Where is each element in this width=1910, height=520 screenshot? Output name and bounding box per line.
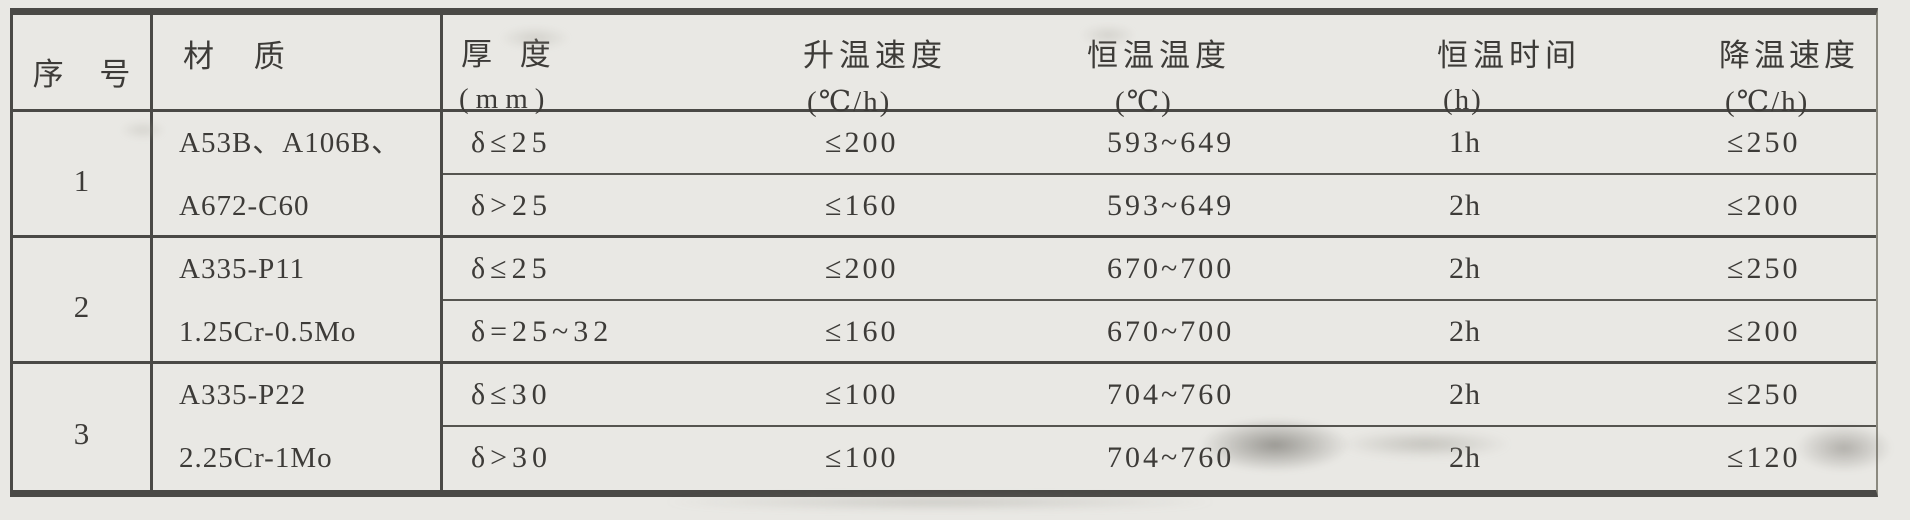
thickness-cell: δ≤25 xyxy=(443,112,773,175)
header-holding-time-unit: (h) xyxy=(1443,84,1483,116)
cooling-rate-cell: ≤250 xyxy=(1713,364,1876,427)
heating-rate-cell: ≤160 xyxy=(773,175,1073,238)
holding-temp-cell: 704~760 xyxy=(1107,441,1235,474)
cooling-rate-cell: ≤120 xyxy=(1727,441,1801,474)
material-cell: A335-P11 1.25Cr-0.5Mo xyxy=(153,238,443,364)
material-line2: 1.25Cr-0.5Mo xyxy=(179,316,357,348)
serial-cell: 3 xyxy=(13,364,153,490)
cooling-rate-cell: ≤250 xyxy=(1713,238,1876,301)
serial-cell: 2 xyxy=(13,238,153,364)
holding-time-cell: 2h xyxy=(1403,364,1713,427)
holding-temp-cell: 670~700 xyxy=(1073,301,1403,364)
header-cooling-rate-unit: (℃/h) xyxy=(1725,86,1810,118)
header-holding-temp-label: 恒温温度 xyxy=(1087,38,1231,73)
heating-rate-cell: ≤200 xyxy=(773,112,1073,175)
header-material-label: 材 质 xyxy=(183,39,301,74)
header-heating-rate-label: 升温速度 xyxy=(803,38,947,73)
material-line2: A672-C60 xyxy=(179,190,310,222)
header-material: 材 质 xyxy=(153,15,443,112)
cooling-rate-cell: ≤200 xyxy=(1713,175,1876,238)
cooling-rate-cell: ≤200 xyxy=(1713,301,1876,364)
header-holding-temp-unit: (℃) xyxy=(1115,86,1173,118)
thickness-cell: δ≤25 xyxy=(443,238,773,301)
heating-rate-cell: ≤200 xyxy=(773,238,1073,301)
header-cooling-rate: 降温速度 (℃/h) xyxy=(1713,15,1876,118)
material-cell: A335-P22 2.25Cr-1Mo xyxy=(153,364,443,490)
header-thickness-label: 厚 度 xyxy=(461,37,561,72)
cooling-rate-cell: ≤250 xyxy=(1713,112,1876,175)
thickness-cell: δ>25 xyxy=(443,175,773,238)
holding-time-cell: 2h xyxy=(1403,301,1713,364)
holding-temp-cell: 704~760 xyxy=(1073,364,1403,427)
heating-rate-cell: ≤100 xyxy=(773,364,1073,427)
header-holding-time: 恒温时间 (h) xyxy=(1403,15,1713,116)
holding-time-cell: 2h xyxy=(1403,238,1713,301)
heating-rate-cell: ≤160 xyxy=(773,301,1073,364)
header-holding-temp: 恒温温度 (℃) xyxy=(1073,15,1403,118)
holding-temp-cell: 593~649 xyxy=(1073,175,1403,238)
material-line2: 2.25Cr-1Mo xyxy=(179,442,333,474)
holding-temp-cell: 593~649 xyxy=(1073,112,1403,175)
holding-time-cell: 2h xyxy=(1403,175,1713,238)
holding-temp-cell: 670~700 xyxy=(1073,238,1403,301)
header-thickness: 厚 度 (mm) xyxy=(443,15,773,115)
header-heating-rate-unit: (℃/h) xyxy=(807,86,892,118)
header-heating-rate: 升温速度 (℃/h) xyxy=(773,15,1073,118)
holding-time-cell: 2h xyxy=(1449,441,1481,474)
material-cell: A53B、A106B、 A672-C60 xyxy=(153,112,443,238)
thickness-cell: δ≤30 xyxy=(443,364,773,427)
holding-time-cell: 1h xyxy=(1403,112,1713,175)
thickness-cell: δ>30 xyxy=(471,441,553,474)
material-line1: A53B、A106B、 xyxy=(179,127,402,159)
header-serial-number-label: 序 号 xyxy=(32,57,145,92)
heating-rate-cell: ≤100 xyxy=(825,441,899,474)
header-cooling-rate-label: 降温速度 xyxy=(1719,38,1859,73)
header-holding-time-label: 恒温时间 xyxy=(1437,38,1581,73)
material-line1: A335-P22 xyxy=(179,379,307,411)
heat-treatment-parameters-table: 序 号 材 质 厚 度 (mm) 升温速度 (℃/h) 恒温温度 (℃) 恒温时… xyxy=(10,8,1878,497)
serial-cell: 1 xyxy=(13,112,153,238)
material-line1: A335-P11 xyxy=(179,253,306,285)
thickness-cell: δ=25~32 xyxy=(443,301,773,364)
header-thickness-unit: (mm) xyxy=(459,83,552,115)
header-serial-number: 序 号 xyxy=(13,15,153,112)
